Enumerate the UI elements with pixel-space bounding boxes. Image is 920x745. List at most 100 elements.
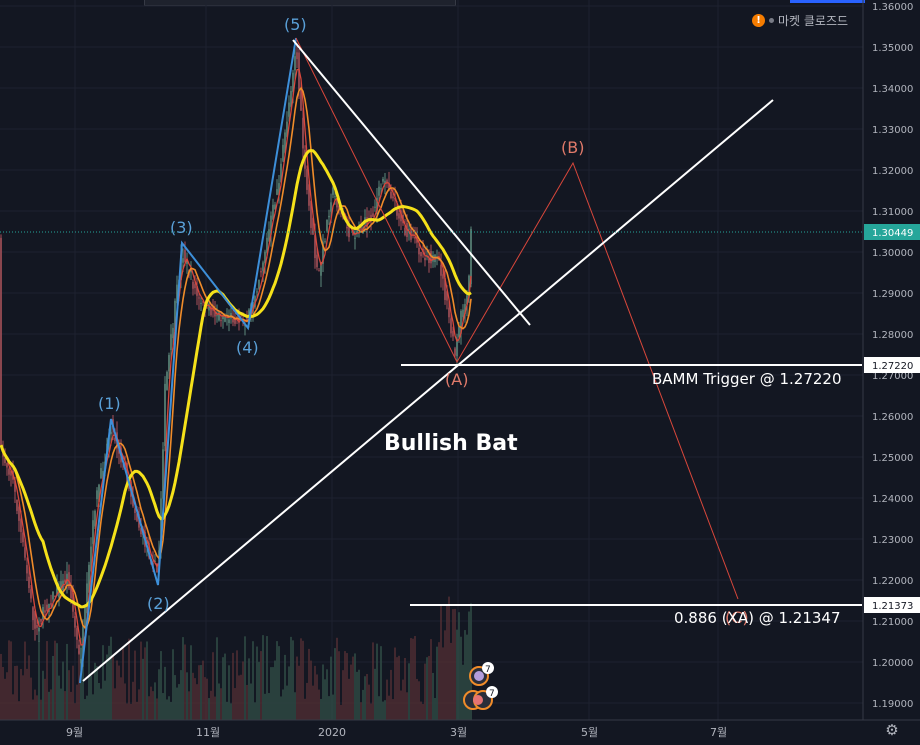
candle-body bbox=[234, 318, 236, 324]
volume-bar bbox=[58, 675, 60, 720]
candle-body bbox=[246, 318, 248, 322]
volume-bar bbox=[186, 672, 188, 720]
volume-bar bbox=[314, 665, 316, 720]
volume-bar bbox=[38, 641, 40, 720]
candle-body bbox=[224, 317, 226, 322]
y-tick-label: 1.29000 bbox=[872, 289, 913, 300]
candle-body bbox=[464, 304, 466, 315]
volume-bar bbox=[182, 637, 184, 720]
toolbar-accent bbox=[790, 0, 865, 3]
resistance-trendline[interactable] bbox=[292, 39, 531, 326]
candle-body bbox=[448, 307, 450, 318]
y-tick-label: 1.24000 bbox=[872, 494, 913, 505]
volume-bar bbox=[114, 688, 116, 720]
abc-projection-line[interactable] bbox=[295, 37, 739, 600]
current-price-label: 1.30449 bbox=[864, 224, 920, 240]
event-badge-upper[interactable]: 7 bbox=[469, 662, 494, 686]
candle-body bbox=[444, 278, 446, 300]
candle-body bbox=[320, 262, 322, 276]
volume-bar bbox=[94, 662, 96, 720]
candle-body bbox=[56, 585, 58, 596]
volume-bar bbox=[108, 645, 110, 720]
volume-bar bbox=[336, 637, 338, 720]
volume-bar bbox=[388, 695, 390, 720]
volume-bar bbox=[428, 655, 430, 720]
candle-body bbox=[324, 241, 326, 243]
candle-body bbox=[210, 306, 212, 316]
candle-body bbox=[450, 318, 452, 334]
volume-bar bbox=[110, 636, 112, 720]
volume-bar bbox=[176, 687, 178, 720]
volume-bar bbox=[16, 665, 18, 720]
volume-bar bbox=[62, 661, 64, 720]
candle-body bbox=[64, 579, 66, 583]
volume-bar bbox=[170, 701, 172, 720]
volume-bar bbox=[378, 696, 380, 720]
candle-body bbox=[174, 300, 176, 332]
y-tick-label: 1.34000 bbox=[872, 84, 913, 95]
gear-icon[interactable]: ⚙ bbox=[885, 721, 899, 739]
candle-body bbox=[294, 56, 296, 71]
volume-bar bbox=[104, 680, 106, 720]
y-tick-label: 1.26000 bbox=[872, 412, 913, 423]
volume-bar bbox=[258, 661, 260, 720]
volume-bar bbox=[210, 690, 212, 720]
candle-body bbox=[76, 628, 78, 640]
elliott-wave-line[interactable] bbox=[79, 37, 297, 684]
candle-body bbox=[74, 616, 76, 628]
volume-bar bbox=[12, 694, 14, 720]
volume-bar bbox=[430, 639, 432, 720]
current-price-text: 1.30449 bbox=[872, 228, 913, 239]
candle-body bbox=[70, 586, 72, 599]
candle-body bbox=[132, 495, 134, 507]
candle-body bbox=[440, 264, 442, 276]
market-status[interactable]: ! 마켓 클로즈드 bbox=[752, 12, 848, 29]
volume-bar bbox=[422, 704, 424, 720]
candle-body bbox=[162, 449, 164, 499]
candle-body bbox=[192, 281, 194, 289]
x-axis-ticks[interactable]: 9월 11월 2020 3월 5월 7월 bbox=[66, 726, 727, 739]
y-tick-label: 1.20000 bbox=[872, 658, 913, 669]
candle-body bbox=[110, 431, 112, 435]
volume-bar bbox=[122, 647, 124, 720]
y-axis-ticks[interactable]: 1.36000 1.35000 1.34000 1.33000 1.32000 1.310… bbox=[872, 2, 913, 710]
volume-bar bbox=[34, 689, 36, 720]
volume-bar bbox=[142, 658, 144, 720]
volume-bar bbox=[78, 650, 80, 720]
volume-bar bbox=[140, 641, 142, 720]
candle-body bbox=[460, 310, 462, 334]
volume-bar bbox=[74, 703, 76, 720]
volume-bar bbox=[152, 691, 154, 720]
volume-bar bbox=[332, 694, 334, 720]
volume-bar bbox=[390, 669, 392, 720]
volume-bars bbox=[0, 596, 472, 720]
volume-bar bbox=[92, 694, 94, 720]
candle-body bbox=[418, 247, 420, 255]
volume-bar bbox=[280, 696, 282, 720]
volume-bar bbox=[40, 699, 42, 720]
volume-bar bbox=[128, 638, 130, 720]
candle-body bbox=[332, 187, 334, 195]
volume-bar bbox=[356, 671, 358, 720]
volume-bar bbox=[442, 647, 444, 720]
volume-bar bbox=[284, 654, 286, 720]
event-badge-lower[interactable]: 7 bbox=[463, 686, 498, 710]
candle-body bbox=[322, 242, 324, 264]
candle-body bbox=[52, 591, 54, 600]
volume-bar bbox=[418, 681, 420, 720]
volume-bar bbox=[0, 653, 2, 720]
candle-body bbox=[30, 589, 32, 599]
volume-bar bbox=[146, 641, 148, 720]
candle-body bbox=[396, 209, 398, 216]
support-trendline[interactable] bbox=[82, 99, 774, 682]
candle-body bbox=[360, 226, 362, 230]
volume-bar bbox=[450, 642, 452, 720]
candle-body bbox=[278, 183, 280, 196]
candle-body bbox=[284, 132, 286, 153]
candle-body bbox=[300, 89, 302, 111]
candle-body bbox=[374, 206, 376, 208]
candle-body bbox=[338, 205, 340, 210]
volume-bar bbox=[32, 699, 34, 720]
volume-bar bbox=[166, 699, 168, 720]
